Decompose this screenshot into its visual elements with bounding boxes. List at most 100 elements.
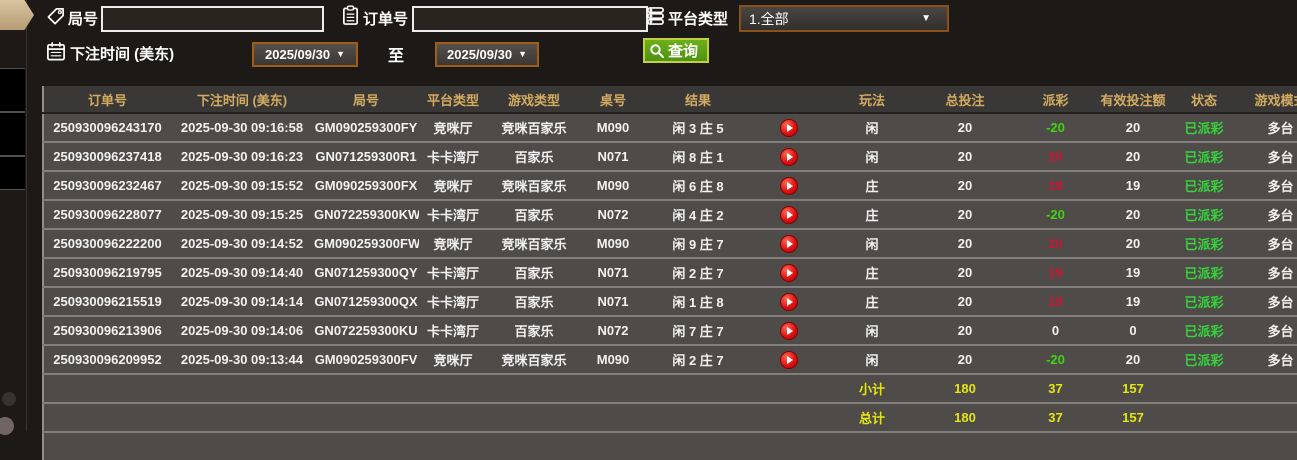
clipboard-icon — [341, 5, 360, 31]
subtotal-total-bet: 180 — [954, 381, 976, 396]
cell-platform: 竞咪厅 — [433, 353, 473, 368]
cell-mode: 多台 — [1267, 121, 1294, 136]
cell-game-type: 百家乐 — [514, 150, 554, 165]
cell-payout: -20 — [1046, 207, 1065, 222]
col-header-5: 桌号 — [581, 86, 645, 114]
cell-bet-side: 庄 — [865, 208, 879, 223]
cell-order-no: 250930096228077 — [53, 207, 162, 222]
chevron-down-icon: ▼ — [518, 49, 527, 59]
panel-collapse-arrow[interactable] — [0, 0, 34, 30]
cell-valid-bet: 20 — [1125, 352, 1141, 367]
cell-play — [751, 316, 827, 345]
cell-platform: 卡卡湾厅 — [426, 266, 479, 281]
order-no-label: 订单号 — [363, 11, 409, 28]
table-row: 250930096215519 2025-09-30 09:14:14 GN0712… — [43, 287, 1297, 316]
cell-order-no: 250930096222200 — [53, 236, 162, 251]
cell-result: 闲 6 庄 8 — [672, 179, 724, 194]
cell-round-no: GN072259300KW — [314, 207, 419, 222]
cell-bet-side: 庄 — [865, 266, 879, 281]
grand-total-label: 总计 — [858, 411, 885, 426]
cell-platform: 卡卡湾厅 — [426, 324, 479, 339]
table-row: 250930096232467 2025-09-30 09:15:52 GM0902… — [43, 171, 1297, 200]
cell-payout: 19 — [1048, 294, 1063, 309]
cell-total-bet: 20 — [957, 207, 973, 222]
cell-result: 闲 8 庄 1 — [672, 150, 724, 165]
empty-row — [43, 432, 1297, 460]
cell-round-no: GN071259300QX — [314, 294, 418, 309]
play-video-button[interactable] — [780, 292, 798, 311]
play-video-button[interactable] — [780, 263, 798, 282]
col-header-1: 下注时间 (美东) — [171, 86, 313, 114]
platform-type-icon — [646, 6, 665, 31]
cell-bet-side: 庄 — [865, 179, 879, 194]
date-from-value: 2025/09/30 — [265, 47, 331, 62]
cell-round-no: GM090259300FX — [314, 178, 418, 193]
round-no-label: 局号 — [68, 11, 99, 28]
cell-payout: 20 — [1048, 149, 1063, 164]
cell-result: 闲 4 庄 2 — [672, 208, 724, 223]
play-video-button[interactable] — [780, 118, 798, 137]
col-header-2: 局号 — [313, 86, 419, 114]
date-to-select[interactable]: 2025/09/30 ▼ — [435, 42, 539, 67]
play-video-button[interactable] — [780, 321, 798, 340]
cell-valid-bet: 19 — [1125, 265, 1141, 280]
cell-total-bet: 20 — [957, 294, 973, 309]
cell-round-no: GN071259300R1 — [315, 149, 417, 164]
cell-valid-bet: 20 — [1125, 207, 1141, 222]
cell-game-type: 百家乐 — [514, 208, 554, 223]
cell-order-no: 250930096237418 — [53, 149, 162, 164]
search-icon — [650, 43, 664, 58]
cell-mode: 多台 — [1267, 295, 1294, 310]
play-video-button[interactable] — [780, 147, 798, 166]
table-row: 250930096213906 2025-09-30 09:14:06 GN0722… — [43, 316, 1297, 345]
table-row: 250930096243170 2025-09-30 09:16:58 GM0902… — [43, 113, 1297, 142]
cell-order-no: 250930096243170 — [53, 120, 162, 135]
play-video-button[interactable] — [780, 176, 798, 195]
cell-play — [751, 229, 827, 258]
date-from-select[interactable]: 2025/09/30 ▼ — [252, 42, 358, 67]
calendar-icon — [46, 41, 66, 67]
cell-empty — [1168, 403, 1297, 432]
table-row: 250930096222200 2025-09-30 09:14:52 GM0902… — [43, 229, 1297, 258]
cell-play — [751, 113, 827, 142]
search-button[interactable]: 查询 — [643, 38, 709, 63]
cell-order-no: 250930096213906 — [53, 323, 162, 338]
cell-table-no: N072 — [597, 323, 629, 338]
cell-table-no: M090 — [596, 120, 630, 135]
cell-empty — [43, 432, 1297, 460]
bet-time-label: 下注时间 (美东) — [70, 46, 175, 63]
platform-type-select[interactable]: 1.全部 ▼ — [739, 5, 949, 32]
cell-bet-side: 闲 — [865, 150, 879, 165]
cell-order-no: 250930096219795 — [53, 265, 162, 280]
date-to-value: 2025/09/30 — [447, 47, 513, 62]
faint-chip-icon — [0, 417, 14, 435]
play-video-button[interactable] — [780, 350, 798, 369]
cell-total-bet: 20 — [957, 236, 973, 251]
subtotal-payout: 37 — [1048, 381, 1063, 396]
cell-status: 已派彩 — [1184, 179, 1224, 194]
cell-status: 已派彩 — [1184, 121, 1224, 136]
search-button-label: 查询 — [668, 43, 699, 60]
col-header-11: 有效投注额 — [1098, 86, 1168, 114]
round-no-input[interactable] — [101, 6, 324, 32]
col-header-6: 结果 — [645, 86, 751, 114]
cell-total-bet: 20 — [957, 178, 973, 193]
play-video-button[interactable] — [780, 205, 798, 224]
play-video-button[interactable] — [780, 234, 798, 253]
cell-table-no: N071 — [597, 294, 629, 309]
left-strip-block — [0, 112, 25, 156]
cell-status: 已派彩 — [1184, 324, 1224, 339]
cell-bet-side: 闲 — [865, 121, 879, 136]
cell-game-type: 竞咪百家乐 — [501, 121, 567, 136]
cell-mode: 多台 — [1267, 237, 1294, 252]
cell-round-no: GM090259300FV — [314, 352, 418, 367]
order-no-input[interactable] — [412, 6, 648, 32]
cell-table-no: N071 — [597, 149, 629, 164]
cell-platform: 竞咪厅 — [433, 179, 473, 194]
cell-mode: 多台 — [1267, 266, 1294, 281]
cell-status: 已派彩 — [1184, 266, 1224, 281]
cell-empty — [43, 374, 827, 403]
cell-empty — [1168, 374, 1297, 403]
cell-result: 闲 3 庄 5 — [672, 121, 724, 136]
subtotal-valid-bet: 157 — [1122, 381, 1144, 396]
